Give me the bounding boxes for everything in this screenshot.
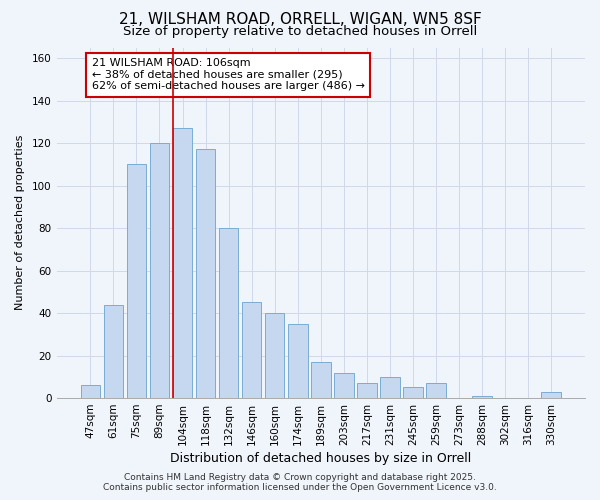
Bar bbox=[334, 372, 353, 398]
Bar bbox=[380, 377, 400, 398]
Bar bbox=[472, 396, 492, 398]
Text: 21, WILSHAM ROAD, ORRELL, WIGAN, WN5 8SF: 21, WILSHAM ROAD, ORRELL, WIGAN, WN5 8SF bbox=[119, 12, 481, 28]
Text: Contains HM Land Registry data © Crown copyright and database right 2025.
Contai: Contains HM Land Registry data © Crown c… bbox=[103, 473, 497, 492]
Bar bbox=[173, 128, 193, 398]
Bar bbox=[541, 392, 561, 398]
Text: Size of property relative to detached houses in Orrell: Size of property relative to detached ho… bbox=[123, 25, 477, 38]
Bar bbox=[242, 302, 262, 398]
X-axis label: Distribution of detached houses by size in Orrell: Distribution of detached houses by size … bbox=[170, 452, 472, 465]
Y-axis label: Number of detached properties: Number of detached properties bbox=[15, 135, 25, 310]
Bar bbox=[149, 143, 169, 398]
Bar bbox=[80, 386, 100, 398]
Bar bbox=[426, 383, 446, 398]
Bar bbox=[357, 383, 377, 398]
Text: 21 WILSHAM ROAD: 106sqm
← 38% of detached houses are smaller (295)
62% of semi-d: 21 WILSHAM ROAD: 106sqm ← 38% of detache… bbox=[92, 58, 365, 92]
Bar bbox=[196, 150, 215, 398]
Bar bbox=[104, 304, 123, 398]
Bar bbox=[127, 164, 146, 398]
Bar bbox=[403, 388, 423, 398]
Bar bbox=[219, 228, 238, 398]
Bar bbox=[288, 324, 308, 398]
Bar bbox=[265, 313, 284, 398]
Bar bbox=[311, 362, 331, 398]
